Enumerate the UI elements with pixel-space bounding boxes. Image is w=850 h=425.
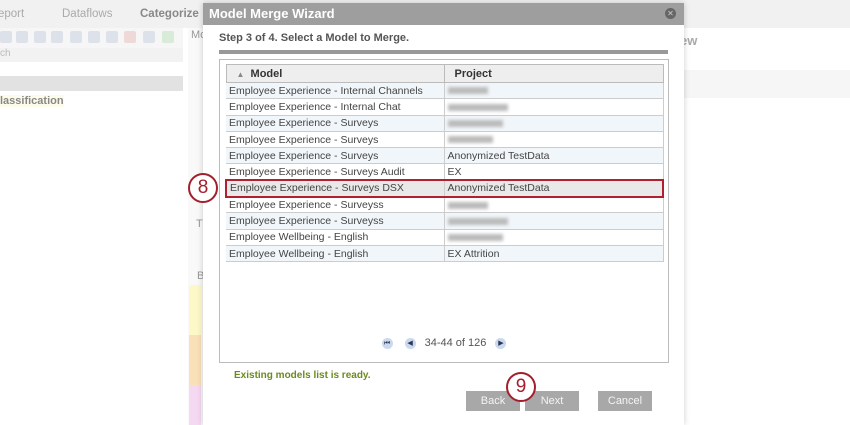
model-cell: Employee Experience - Surveys DSX	[225, 179, 445, 198]
middle-label: Tr	[196, 218, 206, 230]
modal-title: Model Merge Wizard	[203, 3, 684, 25]
model-cell: Employee Experience - Surveys	[226, 147, 445, 165]
redacted-text	[447, 234, 503, 242]
tool-icon[interactable]	[143, 31, 155, 43]
color-strip	[189, 335, 201, 385]
project-cell	[444, 212, 664, 230]
table-row[interactable]: Employee Experience - Surveys	[226, 131, 664, 149]
cancel-button[interactable]: Cancel	[598, 391, 652, 411]
up-icon[interactable]	[34, 31, 46, 43]
redacted-text	[447, 87, 488, 95]
redacted-text	[447, 217, 508, 225]
project-cell	[444, 115, 664, 132]
prev-page-icon[interactable]: ◀	[404, 337, 416, 349]
project-cell	[444, 131, 664, 149]
toolbar	[0, 28, 183, 48]
table-row[interactable]: Employee Experience - Surveyss	[226, 212, 664, 230]
table-row[interactable]: Employee Experience - Surveyss	[226, 196, 664, 214]
project-cell	[444, 98, 664, 116]
first-page-icon[interactable]: ⏮	[381, 337, 393, 349]
model-cell: Employee Wellbeing - English	[226, 245, 445, 263]
model-cell: Employee Experience - Surveys	[226, 115, 445, 132]
close-icon[interactable]: ✕	[665, 8, 676, 19]
tool-icon[interactable]	[0, 31, 12, 43]
step-callout-8: 8	[188, 173, 218, 203]
tab-dataflows[interactable]: Dataflows	[62, 8, 113, 20]
project-cell: EX Attrition	[444, 245, 664, 263]
model-merge-wizard: Model Merge Wizard ✕ Step 3 of 4. Select…	[203, 3, 684, 425]
table-row[interactable]: Employee Experience - Internal Chat	[226, 98, 664, 116]
hierarchy-icon[interactable]	[70, 31, 82, 43]
tree-header	[0, 76, 183, 91]
model-cell: Employee Experience - Surveys	[226, 131, 445, 149]
sort-ascending-icon: ▲	[236, 69, 245, 79]
tree-item[interactable]: lassification	[0, 95, 64, 107]
color-strip	[189, 285, 201, 335]
model-cell: Employee Experience - Surveyss	[226, 196, 445, 214]
step-heading: Step 3 of 4. Select a Model to Merge.	[219, 32, 410, 44]
table-row[interactable]: Employee Experience - Surveys Anonymized …	[226, 147, 664, 165]
redacted-text	[447, 103, 508, 111]
project-cell: Anonymized TestData	[444, 147, 664, 165]
next-page-icon[interactable]: ▶	[495, 337, 507, 349]
tool-icon[interactable]	[16, 31, 28, 43]
column-header-project[interactable]: Project	[443, 64, 664, 83]
table-row[interactable]: Employee Experience - Surveys DSX Anonymi…	[225, 179, 664, 198]
status-message: Existing models list is ready.	[234, 370, 371, 381]
project-cell	[444, 82, 664, 100]
model-cell: Employee Experience - Internal Channels	[226, 82, 445, 100]
table-row[interactable]: Employee Wellbeing - English EX Attrition	[226, 245, 664, 263]
right-label: ew	[680, 33, 698, 48]
pagination: ⏮ ◀ 34-44 of 126 ▶	[220, 337, 668, 349]
redacted-text	[447, 136, 493, 144]
project-cell	[444, 196, 664, 214]
down-icon[interactable]	[51, 31, 63, 43]
progress-divider	[219, 50, 668, 54]
project-cell	[444, 229, 664, 246]
table-row[interactable]: Employee Experience - Surveys Audit EX	[226, 163, 664, 181]
model-cell: Employee Wellbeing - English	[226, 229, 445, 246]
models-table: ▲ Model Project Employee Experience - In…	[225, 64, 664, 263]
model-cell: Employee Experience - Internal Chat	[226, 98, 445, 116]
color-strip	[189, 385, 201, 425]
model-cell: Employee Experience - Surveys Audit	[226, 163, 445, 181]
project-cell: EX	[444, 163, 664, 181]
search-field[interactable]: ch	[0, 48, 183, 62]
tab-categorize[interactable]: Categorize	[140, 8, 199, 20]
tab-report[interactable]: eport	[0, 8, 25, 20]
refresh-icon[interactable]	[162, 31, 174, 43]
right-band	[684, 70, 850, 98]
table-row[interactable]: Employee Experience - Surveys	[226, 115, 664, 132]
project-cell: Anonymized TestData	[444, 179, 664, 198]
middle-label: B	[197, 270, 205, 282]
tool-icon[interactable]	[106, 31, 118, 43]
column-header-model[interactable]: ▲ Model	[225, 64, 445, 83]
delete-icon[interactable]	[124, 31, 136, 43]
redacted-text	[447, 201, 488, 209]
model-cell: Employee Experience - Surveyss	[226, 212, 445, 230]
page-range: 34-44 of 126	[424, 337, 487, 349]
table-row[interactable]: Employee Wellbeing - English	[226, 229, 664, 246]
redacted-text	[447, 119, 503, 127]
middle-label: Mo	[191, 29, 207, 41]
grid-icon[interactable]	[88, 31, 100, 43]
models-table-container: ▲ Model Project Employee Experience - In…	[219, 59, 669, 363]
back-button[interactable]: Back	[466, 391, 520, 411]
table-row[interactable]: Employee Experience - Internal Channels	[226, 82, 664, 100]
step-callout-9: 9	[506, 372, 536, 402]
next-button[interactable]: Next	[525, 391, 579, 411]
